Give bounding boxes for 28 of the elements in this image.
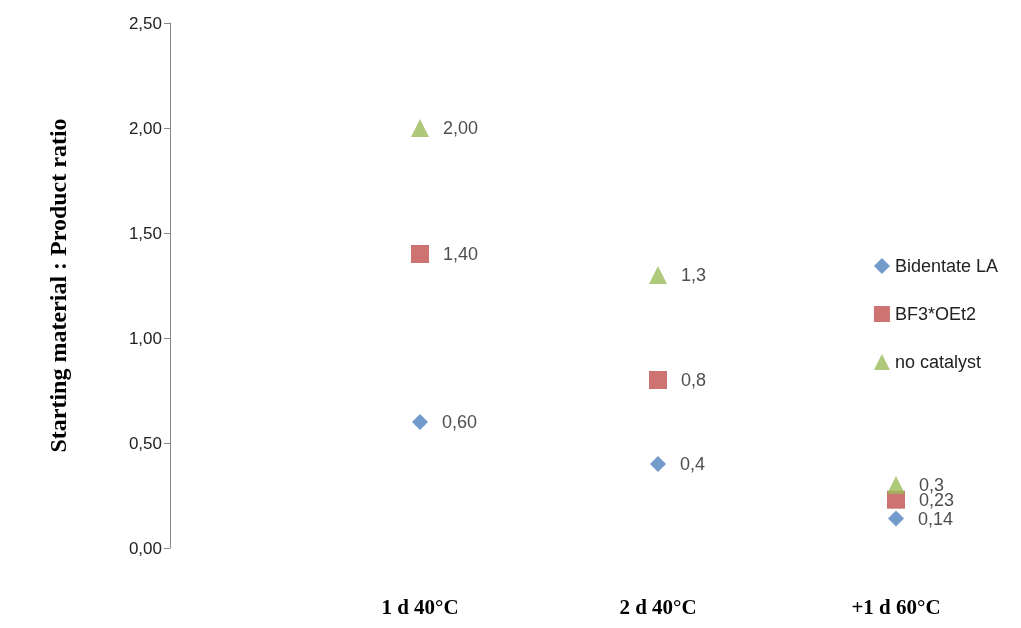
point <box>411 245 429 263</box>
data-label: 0,4 <box>680 454 706 474</box>
point <box>649 266 667 284</box>
legend-label: BF3*OEt2 <box>894 304 976 324</box>
point <box>411 119 429 137</box>
y-tick-label: 0,50 <box>128 433 162 453</box>
data-label: 0,14 <box>918 508 954 529</box>
x-tick-label: 1 d 40°C <box>381 594 459 619</box>
y-tick-label: 0,00 <box>128 538 162 558</box>
point <box>888 510 904 527</box>
data-label: 0,60 <box>442 412 478 432</box>
point <box>649 371 667 389</box>
x-tick-label: 2 d 40°C <box>619 594 697 619</box>
point <box>887 476 905 494</box>
legend-label: Bidentate LA <box>894 256 998 276</box>
data-label: 1,40 <box>443 244 479 264</box>
y-tick-label: 2,00 <box>128 118 162 138</box>
y-axis-title: Starting material : Product ratio <box>45 118 71 453</box>
legend-label: no catalyst <box>894 352 981 372</box>
point <box>650 456 666 472</box>
y-tick-label: 1,00 <box>128 328 162 348</box>
point <box>412 414 428 430</box>
data-label: 1,3 <box>681 265 707 285</box>
x-tick-label: +1 d 60°C <box>851 594 941 619</box>
y-tick-label: 1,50 <box>128 223 162 243</box>
y-tick-label: 2,50 <box>128 13 162 33</box>
data-label: 2,00 <box>443 118 479 138</box>
data-label: 0,8 <box>681 370 707 390</box>
